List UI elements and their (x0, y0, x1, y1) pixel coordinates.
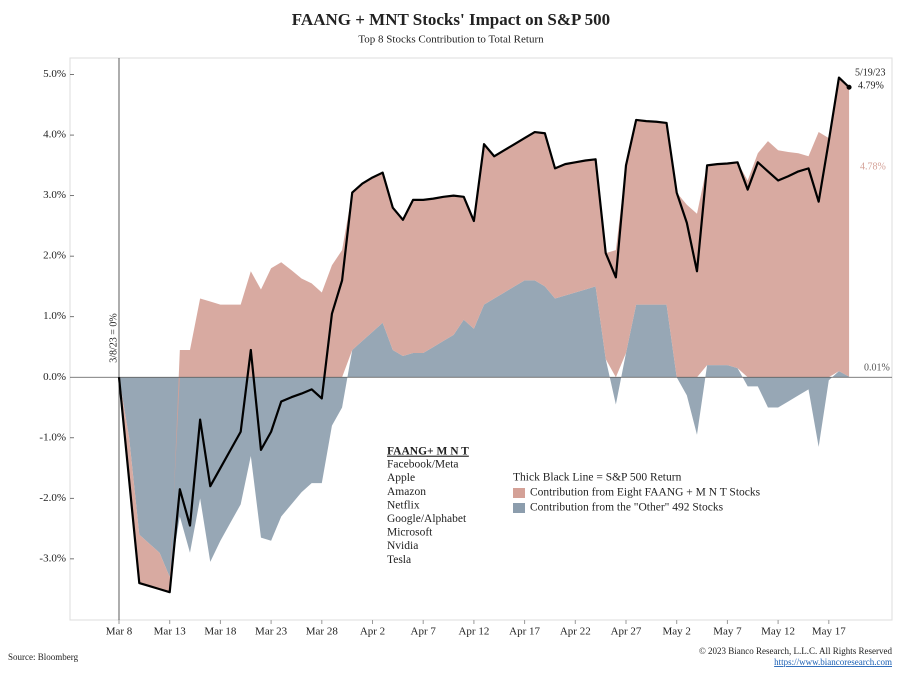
url[interactable]: https://www.biancoresearch.com (774, 657, 892, 667)
chart-subtitle: Top 8 Stocks Contribution to Total Retur… (358, 34, 544, 46)
stock-list-item: Facebook/Meta (387, 459, 459, 471)
y-tick-label: 2.0% (43, 250, 66, 262)
area (119, 280, 850, 578)
area (119, 77, 850, 593)
x-tick-label: Mar 8 (106, 626, 133, 638)
copyright: © 2023 Bianco Research, L.L.C. All Right… (699, 646, 893, 656)
x-tick-label: May 17 (812, 626, 846, 638)
plot-frame (69, 57, 893, 621)
chart-title: FAANG + MNT Stocks' Impact on S&P 500 (292, 10, 610, 29)
x-tick-label: Mar 23 (255, 626, 288, 638)
stock-list-item: Amazon (387, 486, 426, 498)
end-other: 0.01% (864, 362, 890, 373)
stock-list-item: Microsoft (387, 527, 433, 539)
x-tick-label: Apr 22 (560, 626, 591, 638)
stock-list-item: Nvidia (387, 540, 418, 552)
x-tick-label: Apr 27 (611, 626, 642, 638)
legend-swatch (513, 503, 525, 513)
end-date: 5/19/23 (855, 67, 886, 78)
stock-list-item: Google/Alphabet (387, 513, 467, 525)
x-tick-label: May 2 (662, 626, 690, 638)
x-tick-label: Apr 17 (509, 626, 540, 638)
x-tick-label: Apr 2 (360, 626, 385, 638)
x-tick-label: Mar 28 (306, 626, 339, 638)
legend-label: Contribution from the "Other" 492 Stocks (530, 502, 724, 514)
x-tick-label: May 12 (761, 626, 795, 638)
legend-swatch (513, 488, 525, 498)
y-tick-label: 4.0% (43, 129, 66, 141)
y-tick-label: 0.0% (43, 371, 66, 383)
y-tick-label: -3.0% (39, 552, 66, 564)
x-tick-label: Mar 13 (154, 626, 187, 638)
legend-label: Thick Black Line = S&P 500 Return (513, 472, 682, 484)
stock-list-item: Apple (387, 472, 415, 484)
x-tick-label: May 7 (713, 626, 742, 638)
end-faang: 4.78% (860, 161, 886, 172)
start-annotation: 3/8/23 = 0% (108, 313, 119, 363)
x-tick-label: Apr 12 (458, 626, 489, 638)
source: Source: Bloomberg (8, 652, 79, 662)
stock-list-title: FAANG+ M N T (387, 446, 469, 458)
y-tick-label: -2.0% (39, 492, 66, 504)
end-point (846, 84, 852, 90)
line (117, 76, 850, 594)
y-tick-label: 3.0% (43, 189, 66, 201)
end-total: 4.79% (858, 80, 884, 91)
stock-list-item: Tesla (387, 554, 411, 566)
y-tick-label: 5.0% (43, 68, 66, 80)
x-tick-label: Apr 7 (411, 626, 437, 638)
y-tick-label: 1.0% (43, 310, 66, 322)
x-tick-label: Mar 18 (204, 626, 237, 638)
stock-list-item: Netflix (387, 499, 420, 511)
legend-label: Contribution from Eight FAANG + M N T St… (530, 487, 761, 499)
y-tick-label: -1.0% (39, 431, 66, 443)
